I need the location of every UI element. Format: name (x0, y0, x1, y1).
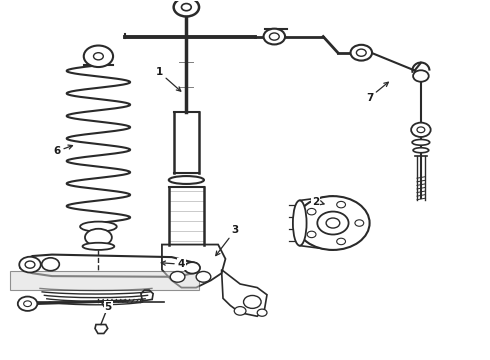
Circle shape (25, 261, 35, 268)
Circle shape (24, 301, 31, 307)
Ellipse shape (412, 139, 430, 145)
Text: 1: 1 (156, 67, 181, 91)
Circle shape (270, 33, 279, 40)
Circle shape (244, 296, 261, 309)
Circle shape (196, 271, 211, 282)
Circle shape (296, 196, 369, 250)
Text: 4: 4 (161, 259, 185, 269)
Circle shape (18, 297, 37, 311)
Ellipse shape (82, 243, 114, 250)
Circle shape (318, 212, 348, 234)
Ellipse shape (80, 222, 117, 231)
Circle shape (257, 309, 267, 316)
Circle shape (181, 4, 191, 11)
Circle shape (19, 257, 41, 273)
Circle shape (307, 231, 316, 238)
Circle shape (234, 307, 246, 315)
Circle shape (337, 238, 345, 245)
Circle shape (411, 123, 431, 137)
Text: 2: 2 (312, 197, 324, 207)
Text: 7: 7 (366, 82, 389, 103)
Circle shape (170, 271, 185, 282)
Ellipse shape (169, 176, 204, 184)
Circle shape (307, 208, 316, 215)
Circle shape (264, 29, 285, 44)
Circle shape (337, 201, 345, 208)
Ellipse shape (293, 201, 307, 246)
Text: 5: 5 (101, 302, 112, 312)
Circle shape (413, 70, 429, 82)
Ellipse shape (85, 229, 112, 246)
Circle shape (94, 53, 103, 60)
Circle shape (184, 262, 200, 274)
Circle shape (356, 49, 366, 56)
Circle shape (42, 258, 59, 271)
Circle shape (326, 218, 340, 228)
Polygon shape (10, 271, 198, 291)
Circle shape (417, 127, 425, 133)
Text: 3: 3 (216, 225, 239, 256)
Ellipse shape (413, 148, 429, 153)
Circle shape (84, 45, 113, 67)
Circle shape (355, 220, 364, 226)
Circle shape (350, 45, 372, 60)
Circle shape (173, 0, 199, 17)
Text: 6: 6 (53, 145, 73, 156)
